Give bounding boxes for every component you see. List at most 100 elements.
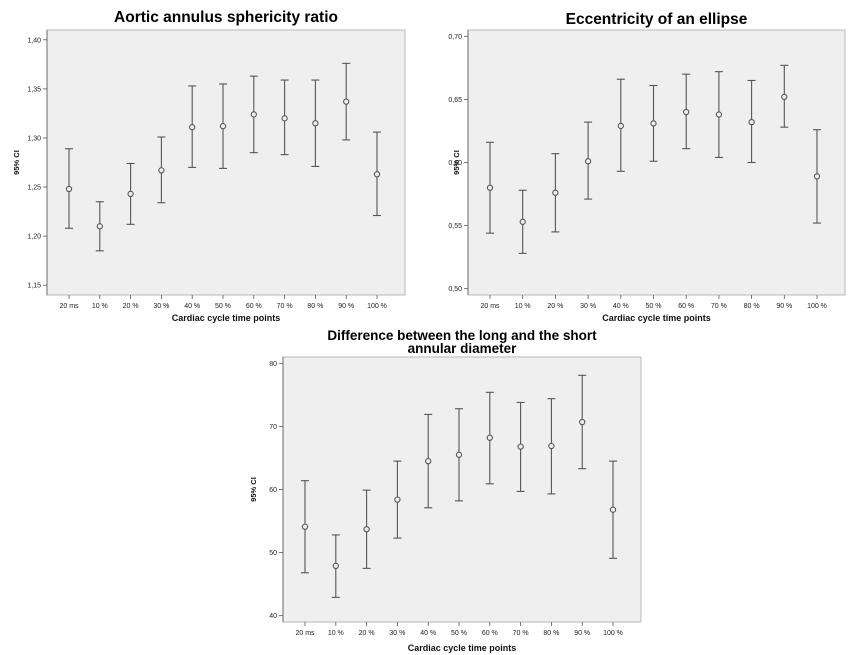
mean-point — [250, 111, 257, 118]
x-tick-label: 80 % — [543, 630, 559, 637]
x-tick-label: 50 % — [451, 630, 467, 637]
x-tick-label: 20 ms — [59, 303, 79, 310]
error-bar — [584, 121, 593, 200]
mean-point — [781, 93, 788, 101]
y-tick-label: 1,30 — [27, 135, 41, 142]
x-tick-label: 10 % — [92, 303, 108, 310]
x-tick-label: 20 % — [123, 303, 139, 310]
error-bar — [780, 64, 789, 128]
error-bar — [518, 189, 527, 254]
x-tick-label: 20 % — [547, 303, 563, 310]
mean-point — [683, 108, 690, 116]
y-tick-label: 1,35 — [27, 86, 41, 93]
error-bar — [747, 79, 756, 164]
y-tick-label: 1,20 — [27, 234, 41, 241]
error-bar — [373, 131, 381, 217]
x-tick-label: 70 % — [711, 303, 727, 310]
y-tick-label: 50 — [269, 550, 277, 557]
x-tick-label: 100 % — [603, 630, 623, 637]
error-bar — [362, 489, 371, 569]
y-tick-label: 40 — [269, 613, 277, 620]
plot-area — [282, 356, 642, 623]
mean-point — [281, 115, 288, 122]
y-axis-label: 95% CI — [12, 150, 21, 175]
x-tick-label: 60 % — [246, 303, 262, 310]
mean-point — [219, 123, 227, 130]
mean-point — [343, 98, 350, 105]
y-tick-label: 0,50 — [448, 286, 462, 293]
mean-point — [748, 118, 755, 126]
x-tick-label: 10 % — [515, 303, 531, 310]
chart-title: Eccentricity of an ellipse — [566, 11, 748, 28]
mean-point — [486, 184, 494, 191]
mean-point — [609, 506, 617, 513]
mean-point — [301, 523, 309, 530]
error-bar — [311, 79, 320, 167]
y-tick-label: 1,15 — [27, 283, 41, 290]
error-bar — [616, 78, 625, 172]
x-tick-label: 30 % — [389, 630, 405, 637]
mean-point — [715, 111, 723, 118]
error-bar — [649, 84, 658, 162]
mean-point — [519, 218, 526, 225]
error-bar — [551, 153, 560, 233]
mean-point — [455, 451, 463, 458]
error-bar — [188, 85, 197, 168]
mean-point — [813, 173, 821, 180]
y-tick-label: 0,65 — [448, 97, 462, 104]
error-bar — [578, 374, 587, 470]
x-tick-label: 90 % — [574, 630, 590, 637]
x-tick-label: 90 % — [338, 303, 354, 310]
x-tick-label: 90 % — [776, 303, 792, 310]
x-tick-label: 40 % — [420, 630, 436, 637]
error-bar — [331, 534, 340, 598]
x-tick-label: 50 % — [215, 303, 231, 310]
x-axis-label: Cardiac cycle time points — [172, 313, 281, 323]
error-bar — [516, 401, 525, 492]
plot-area — [46, 29, 406, 296]
error-bar — [342, 62, 351, 141]
y-axis-label: 95% CI — [452, 150, 461, 175]
mean-point — [650, 120, 657, 127]
mean-point — [373, 171, 381, 178]
x-tick-label: 10 % — [328, 630, 344, 637]
error-bar — [455, 408, 463, 502]
x-tick-label: 60 % — [482, 630, 498, 637]
error-bar — [280, 79, 289, 156]
mean-point — [579, 418, 586, 426]
error-bar — [813, 129, 821, 224]
plot-area — [467, 29, 846, 296]
y-axis-label: 95% CI — [249, 477, 258, 502]
mean-point — [425, 457, 432, 465]
mean-point — [552, 189, 559, 196]
mean-point — [486, 434, 493, 441]
x-tick-label: 70 % — [277, 303, 293, 310]
error-bar — [126, 162, 135, 225]
mean-point — [363, 526, 370, 533]
chart-title: Aortic annulus sphericity ratio — [114, 9, 338, 26]
y-tick-label: 0,55 — [448, 223, 462, 230]
x-tick-label: 70 % — [513, 630, 529, 637]
error-bar — [609, 460, 617, 559]
mean-point — [189, 124, 196, 131]
chart-title: Difference between the long and the shor… — [327, 328, 597, 343]
y-tick-label: 1,25 — [27, 185, 41, 192]
mean-point — [517, 443, 524, 450]
x-tick-label: 100 % — [807, 303, 827, 310]
x-tick-label: 80 % — [307, 303, 323, 310]
x-tick-label: 50 % — [646, 303, 662, 310]
error-bar — [682, 73, 691, 150]
error-bar — [157, 136, 166, 204]
x-tick-label: 30 % — [153, 303, 169, 310]
chart-title: annular diameter — [408, 341, 518, 356]
x-axis-label: Cardiac cycle time points — [602, 313, 711, 323]
chart-2: Eccentricity of an ellipse 0,50 0,55 0,60 0,… — [448, 11, 846, 323]
error-bar — [424, 413, 433, 509]
x-axis-label: Cardiac cycle time points — [408, 643, 517, 653]
y-tick-label: 0,70 — [448, 34, 462, 41]
mean-point — [127, 190, 134, 198]
chart-1: Aortic annulus sphericity ratio 1,15 1,20 1… — [12, 9, 406, 323]
mean-point — [548, 442, 555, 450]
y-tick-label: 70 — [269, 424, 277, 431]
